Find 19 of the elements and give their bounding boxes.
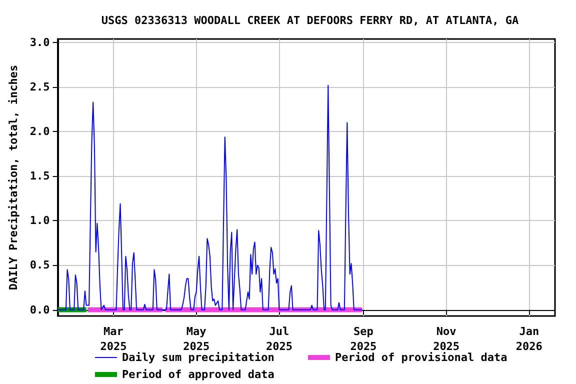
legend-label: Period of provisional data bbox=[335, 351, 508, 364]
legend-label: Daily sum precipitation bbox=[122, 351, 274, 364]
y-tick-label: 1.5 bbox=[30, 170, 50, 183]
chart-title: USGS 02336313 WOODALL CREEK AT DEFOORS FERRY RD, AT ATLANTA, GA bbox=[101, 14, 519, 27]
x-tick-label: Nov 2025 bbox=[433, 325, 460, 353]
x-tick-label: May 2025 bbox=[183, 325, 210, 353]
y-tick-label: 0.0 bbox=[30, 303, 50, 316]
y-tick-label: 2.0 bbox=[30, 125, 50, 138]
y-tick-label: 2.5 bbox=[30, 80, 50, 94]
x-tick-label: Jul 2025 bbox=[266, 325, 292, 353]
line-series bbox=[57, 84, 363, 310]
x-tick-label: Jan 2026 bbox=[516, 325, 543, 353]
y-tick-label: 3.0 bbox=[30, 36, 50, 50]
y-tick-label: 0.5 bbox=[30, 258, 50, 272]
x-tick-label: Sep 2025 bbox=[350, 325, 377, 353]
x-tick-label: Mar 2025 bbox=[100, 325, 127, 353]
legend-label: Period of approved data bbox=[122, 368, 274, 381]
y-axis-title: DAILY Precipitation, total, inches bbox=[7, 64, 20, 290]
y-tick-label: 1.0 bbox=[30, 214, 50, 228]
